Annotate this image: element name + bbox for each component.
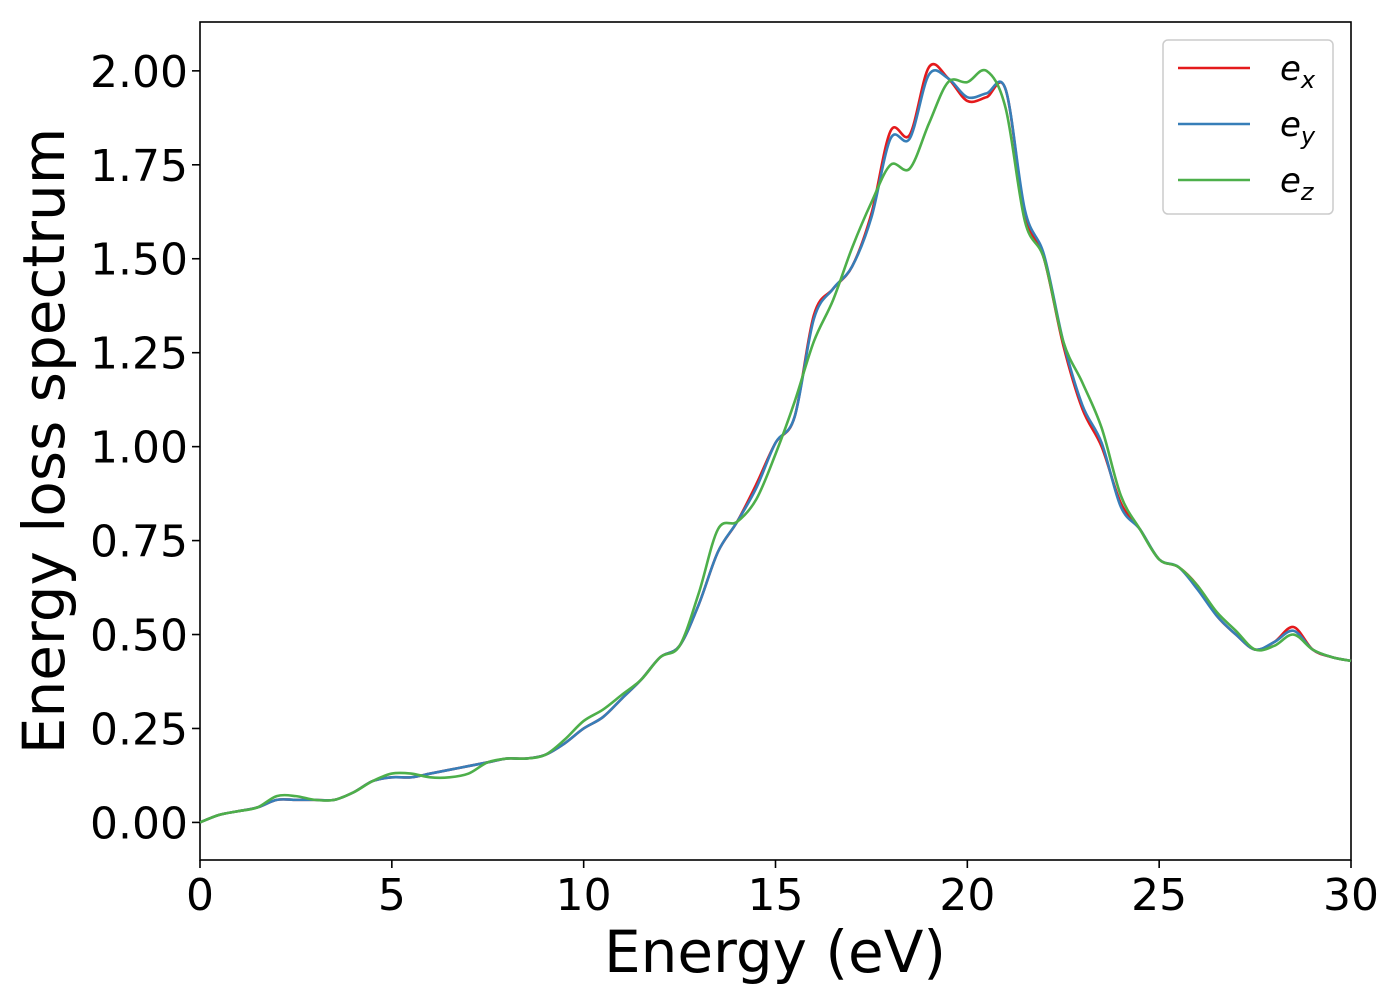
x-tick-label: 10 [556,870,612,921]
x-tick-label: 15 [748,870,804,921]
x-tick-label: 25 [1131,870,1187,921]
y-tick-label: 0.25 [90,704,188,755]
legend-label-subscript: z [1300,178,1315,206]
y-tick-label: 2.00 [90,47,188,98]
y-tick-label: 1.75 [90,141,188,192]
x-axis-ticks: 0 5 10 15 20 25 30 [186,860,1379,921]
x-tick-label: 0 [186,870,214,921]
y-tick-label: 0.75 [90,517,188,568]
y-axis-title: Energy loss spectrum [10,128,78,754]
legend-label-z: ez [1280,161,1315,206]
x-tick-label: 20 [939,870,995,921]
series-line-z [199,68,1352,824]
x-tick-label: 30 [1323,870,1379,921]
y-tick-label: 1.50 [90,235,188,286]
y-axis-ticks: 0.00 0.25 0.50 0.75 1.00 1.25 1.50 1.75 2.00 [90,47,200,849]
series-layer [199,62,1352,824]
legend-label-base: e [1280,105,1301,145]
legend-label-subscript: y [1300,122,1316,150]
legend-label-x: ex [1280,49,1316,94]
legend-box [1162,39,1334,215]
y-tick-label: 1.00 [90,423,188,474]
y-tick-label: 1.25 [90,329,188,380]
legend-label-subscript: x [1300,66,1316,94]
legend-label-y: ey [1280,105,1316,150]
legend-label-base: e [1280,161,1301,201]
y-tick-label: 0.00 [90,798,188,849]
y-tick-label: 0.50 [90,611,188,662]
legend-label-base: e [1280,49,1301,89]
x-tick-label: 5 [378,870,406,921]
x-axis-title: Energy (eV) [604,918,946,986]
